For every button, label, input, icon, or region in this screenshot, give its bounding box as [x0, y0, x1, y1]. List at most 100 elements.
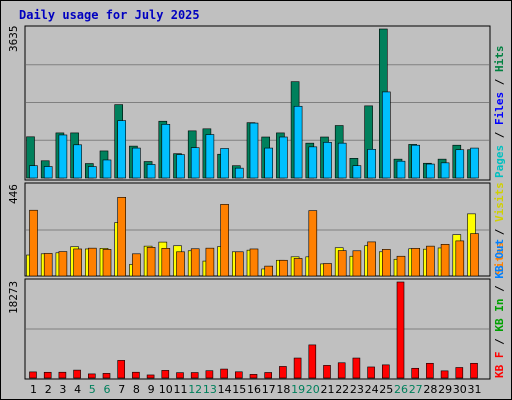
- bar-files-day-27: [411, 144, 421, 179]
- bar-sites-day-7: [117, 197, 126, 277]
- bar-sites-day-6: [102, 249, 112, 277]
- legend-kbout: KB Out: [493, 239, 506, 279]
- bar-kb-f-day-13: [205, 370, 214, 379]
- bar-kb-f-day-25: [381, 364, 390, 379]
- bar-kb-f-day-20: [308, 344, 317, 379]
- bar-files-day-25: [381, 91, 391, 179]
- bar-files-day-31: [470, 147, 479, 179]
- x-tick-label: 30: [453, 383, 467, 396]
- bar-files-day-5: [88, 166, 97, 179]
- bar-files-day-28: [426, 163, 435, 179]
- bar-sites-day-14: [220, 204, 229, 277]
- ymax-label-hits: 3635: [7, 26, 20, 53]
- bar-kb-f-day-17: [264, 372, 273, 379]
- x-tick-label: 18: [276, 383, 290, 396]
- bar-kb-f-day-11: [176, 372, 184, 379]
- bar-sites-day-25: [381, 249, 391, 277]
- bar-files-day-9: [146, 164, 156, 179]
- x-tick-label: 31: [468, 383, 482, 396]
- chart-title: Daily usage for July 2025: [19, 8, 200, 22]
- bar-files-day-14: [220, 148, 229, 179]
- bar-kb-f-day-21: [323, 365, 331, 379]
- x-tick-label: 26: [394, 383, 408, 396]
- x-tick-label: 14: [218, 383, 232, 396]
- x-tick-label: 27: [409, 383, 423, 396]
- bar-files-day-6: [102, 159, 112, 179]
- bar-sites-day-16: [249, 248, 259, 277]
- ymax-label-kbytes: 18273: [7, 281, 20, 314]
- bar-kb-f-day-3: [58, 371, 67, 379]
- bar-files-day-19: [293, 105, 303, 179]
- bar-files-day-3: [58, 134, 68, 179]
- bar-kb-f-day-23: [352, 357, 361, 379]
- x-tick-label: 19: [291, 383, 305, 396]
- bar-files-day-26: [396, 160, 406, 179]
- bar-sites-day-31: [470, 233, 479, 277]
- bar-files-day-24: [367, 149, 376, 179]
- x-tick-label: 29: [438, 383, 452, 396]
- bar-files-day-21: [323, 142, 332, 179]
- bar-sites-day-3: [58, 251, 68, 277]
- bar-files-day-11: [176, 154, 185, 179]
- x-tick-label: 25: [379, 383, 393, 396]
- bar-files-day-20: [308, 146, 318, 179]
- bar-files-day-10: [161, 124, 171, 179]
- bar-files-day-22: [337, 142, 347, 179]
- bar-kb-f-day-5: [88, 373, 96, 379]
- bar-sites-day-19: [293, 258, 303, 277]
- x-tick-label: 17: [262, 383, 276, 396]
- ymax-label-visits: 446: [7, 184, 20, 204]
- x-tick-label: 7: [118, 383, 125, 396]
- bar-files-day-23: [352, 165, 362, 179]
- bar-sites-day-20: [308, 210, 318, 277]
- bar-files-day-18: [279, 136, 288, 179]
- bar-sites-day-13: [205, 247, 215, 277]
- legend-visits: Visits: [493, 182, 506, 222]
- x-tick-label: 9: [148, 383, 155, 396]
- bar-files-day-8: [132, 147, 141, 179]
- bar-sites-day-17: [264, 265, 274, 277]
- bar-files-day-4: [73, 144, 82, 179]
- bar-sites-day-5: [88, 247, 97, 277]
- bar-sites-day-29: [440, 244, 450, 277]
- bar-files-day-30: [455, 149, 465, 179]
- bar-kb-f-day-12: [190, 372, 199, 379]
- legend-files: Files: [493, 92, 506, 125]
- bar-sites-day-15: [235, 251, 244, 277]
- bar-kb-f-day-19: [293, 357, 302, 379]
- svg-text:Pages / Files /: Pages / Files / Hits: [493, 46, 506, 179]
- bar-sites-day-18: [279, 259, 288, 277]
- bar-kb-f-day-29: [440, 370, 449, 379]
- bar-sites-day-4: [73, 248, 82, 277]
- bar-kb-f-day-9: [146, 374, 155, 379]
- x-tick-label: 22: [335, 383, 349, 396]
- bar-kb-f-day-7: [117, 360, 125, 379]
- legend-kbin: KB In: [493, 299, 506, 332]
- legend-kbf: KB F: [493, 352, 506, 379]
- x-tick-label: 11: [174, 383, 188, 396]
- bar-kb-f-day-14: [220, 368, 228, 379]
- x-tick-label: 13: [203, 383, 217, 396]
- bar-kb-f-day-8: [132, 371, 140, 379]
- bar-sites-day-9: [146, 247, 156, 277]
- bar-kb-f-day-31: [470, 362, 478, 379]
- bar-sites-day-24: [367, 241, 376, 277]
- bar-kb-f-day-4: [73, 369, 81, 379]
- bar-files-day-15: [235, 167, 244, 179]
- bar-sites-day-27: [411, 248, 421, 277]
- bar-sites-day-28: [426, 245, 435, 277]
- bar-kb-f-day-10: [161, 370, 170, 379]
- bar-kb-f-day-30: [455, 367, 464, 379]
- bar-files-day-13: [205, 134, 215, 179]
- x-tick-label: 6: [104, 383, 111, 396]
- bar-files-day-12: [190, 147, 200, 179]
- x-tick-label: 15: [232, 383, 246, 396]
- bar-sites-day-2: [43, 253, 53, 277]
- bar-sites-day-26: [396, 255, 406, 277]
- x-tick-label: 3: [59, 383, 66, 396]
- x-tick-label: 1: [30, 383, 37, 396]
- bar-kb-f-day-1: [29, 371, 37, 379]
- x-tick-label: 28: [423, 383, 437, 396]
- bar-kb-f-day-2: [43, 371, 52, 379]
- bar-sites-day-22: [337, 250, 347, 277]
